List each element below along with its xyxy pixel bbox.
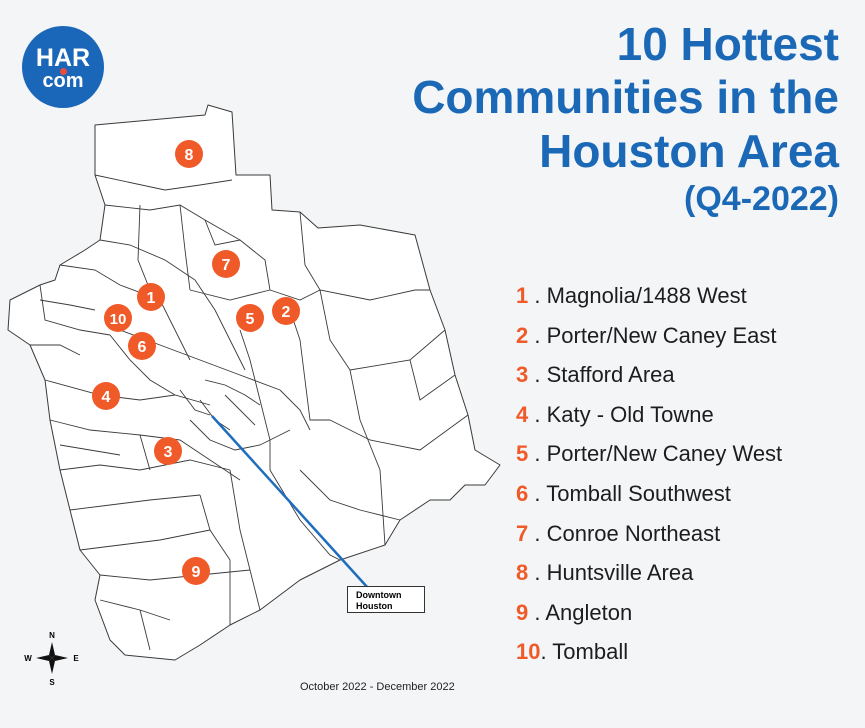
- page-title: 10 Hottest Communities in the Houston Ar…: [412, 18, 839, 220]
- marker-10: 10: [104, 304, 132, 332]
- logo-dot: [60, 68, 67, 75]
- list-item-number: 7: [516, 520, 529, 546]
- marker-2: 2: [272, 297, 300, 325]
- downtown-label-line-2: Houston: [356, 601, 393, 611]
- marker-7: 7: [212, 250, 240, 278]
- compass-rose-icon: N S W E: [24, 631, 79, 687]
- list-item-number: 5: [516, 441, 529, 467]
- marker-8: 8: [175, 140, 203, 168]
- map-region-outline: [7, 104, 501, 661]
- compass-e: E: [73, 654, 79, 663]
- har-logo[interactable]: HAR com: [22, 26, 104, 108]
- list-item: 3 . Stafford Area: [516, 362, 782, 402]
- list-item-number: 8: [516, 560, 529, 586]
- list-item-number: 3: [516, 362, 529, 388]
- list-item: 8 . Huntsville Area: [516, 560, 782, 600]
- list-item: 5 . Porter/New Caney West: [516, 441, 782, 481]
- list-item-name: . Huntsville Area: [534, 560, 694, 586]
- marker-4-label: 4: [102, 389, 111, 406]
- compass-n: N: [49, 631, 55, 640]
- list-item: 2 . Porter/New Caney East: [516, 323, 782, 363]
- marker-6: 6: [128, 332, 156, 360]
- list-item-number: 2: [516, 322, 529, 348]
- list-item-number: 1: [516, 283, 529, 308]
- title-line-2: Communities in the: [412, 71, 839, 124]
- downtown-label-line-1: Downtown: [356, 590, 402, 600]
- marker-3-label: 3: [164, 444, 173, 461]
- title-line-1: 10 Hottest: [616, 18, 839, 70]
- list-item: 6 . Tomball Southwest: [516, 481, 782, 521]
- list-item-number: 10: [516, 639, 541, 665]
- marker-6-label: 6: [138, 339, 147, 356]
- title-line-4: (Q4-2022): [684, 180, 839, 219]
- title-line-3: Houston Area: [539, 124, 839, 177]
- marker-9-label: 9: [192, 564, 201, 581]
- marker-2-label: 2: [282, 304, 291, 321]
- list-item-name: . Porter/New Caney East: [534, 322, 777, 348]
- date-range-footer: October 2022 - December 2022: [300, 681, 455, 693]
- marker-8-label: 8: [185, 147, 194, 164]
- marker-10-label: 10: [110, 311, 127, 328]
- list-item: 10. Tomball: [516, 639, 782, 679]
- list-item-number: 9: [516, 599, 529, 625]
- map-markers: 1 2 3 4 5 6 7 8 9 10: [92, 140, 300, 585]
- list-item: 1 . Magnolia/1488 West: [516, 283, 782, 323]
- downtown-pointer-line: [211, 415, 369, 589]
- list-item-name: . Angleton: [534, 599, 633, 625]
- list-item-name: . Tomball Southwest: [534, 480, 731, 506]
- compass-w: W: [24, 654, 32, 663]
- logo-text-com: com: [42, 70, 84, 92]
- marker-9: 9: [182, 557, 210, 585]
- marker-7-label: 7: [222, 257, 231, 274]
- list-item-name: . Tomball: [540, 639, 629, 665]
- list-item-name: . Porter/New Caney West: [534, 441, 783, 467]
- list-item-name: . Stafford Area: [534, 362, 675, 388]
- list-item: 9 . Angleton: [516, 600, 782, 640]
- list-item: 4 . Katy - Old Towne: [516, 402, 782, 442]
- downtown-houston-label: Downtown Houston: [347, 586, 425, 613]
- marker-1-label: 1: [147, 290, 156, 307]
- list-item-name: . Magnolia/1488 West: [534, 283, 747, 308]
- list-item-number: 6: [516, 480, 529, 506]
- list-item: 7 . Conroe Northeast: [516, 521, 782, 561]
- marker-1: 1: [137, 283, 165, 311]
- marker-3: 3: [154, 437, 182, 465]
- compass-s: S: [49, 678, 55, 687]
- marker-5-label: 5: [246, 311, 255, 328]
- community-list: 1 . Magnolia/1488 West 2 . Porter/New Ca…: [516, 283, 782, 679]
- marker-5: 5: [236, 304, 264, 332]
- marker-4: 4: [92, 382, 120, 410]
- logo-text-har: HAR: [35, 44, 91, 72]
- map-outline: [7, 104, 501, 661]
- list-item-number: 4: [516, 401, 529, 427]
- list-item-name: . Katy - Old Towne: [534, 401, 714, 427]
- list-item-name: . Conroe Northeast: [534, 520, 721, 546]
